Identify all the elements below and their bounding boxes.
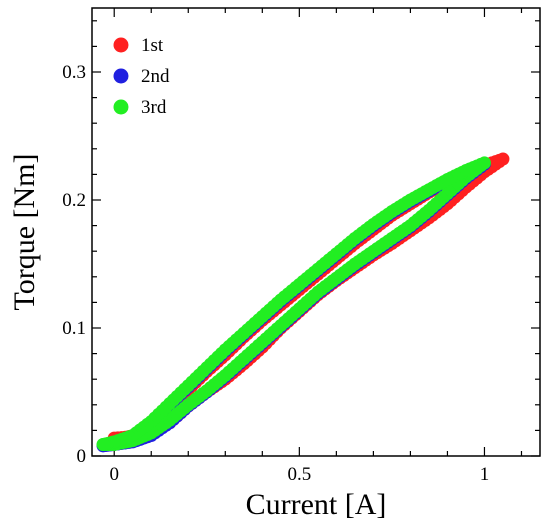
legend-marker [113,37,129,53]
data-point [96,437,110,451]
tick-layer: 0 0.5 1 0 0.1 0.2 0.3 [62,8,540,485]
y-tick-label: 0.2 [62,190,86,211]
legend-label: 2nd [141,66,170,87]
legend-marker [113,99,129,115]
x-tick-label: 1 [480,464,490,485]
legend: 1st 2nd 3rd [113,35,170,118]
y-axis-title: Torque [Nm] [8,153,41,310]
y-tick-label: 0.1 [62,318,86,339]
x-axis-title: Current [A] [246,488,387,521]
y-tick-label: 0.3 [62,62,86,83]
legend-item: 2nd [113,66,170,87]
series-3rd [96,156,491,451]
x-tick-label: 0 [109,464,119,485]
legend-item: 1st [113,35,164,56]
plot-frame [91,7,541,457]
series-layer [96,152,510,453]
y-tick-label: 0 [77,446,87,467]
legend-marker [113,68,129,84]
legend-label: 1st [141,35,164,56]
legend-item: 3rd [113,97,167,118]
x-tick-label: 0.5 [287,464,311,485]
legend-label: 3rd [141,97,167,118]
